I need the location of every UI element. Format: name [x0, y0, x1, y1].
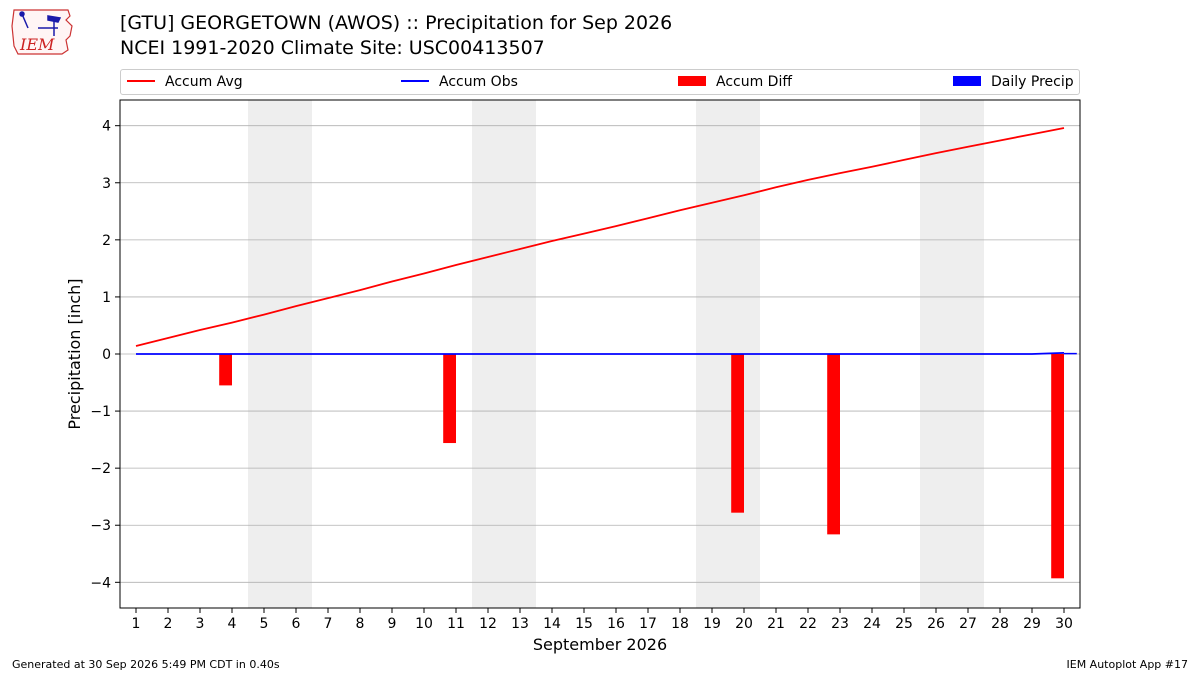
x-tick-label: 19 — [703, 616, 721, 632]
x-tick-label: 24 — [863, 616, 881, 632]
x-tick-label: 9 — [388, 616, 397, 632]
y-tick-label: 1 — [102, 290, 111, 306]
daily-precip-bar — [1064, 352, 1077, 355]
x-tick-label: 13 — [511, 616, 529, 632]
x-axis-label: September 2026 — [533, 635, 667, 654]
legend-swatch-accum-avg — [127, 80, 155, 82]
x-tick-label: 22 — [799, 616, 817, 632]
y-tick-label: 4 — [102, 119, 111, 135]
y-tick-label: −3 — [90, 518, 111, 534]
x-tick-label: 5 — [260, 616, 269, 632]
y-tick-label: −4 — [90, 575, 111, 591]
legend-label-accum-diff: Accum Diff — [716, 74, 793, 90]
x-tick-label: 20 — [735, 616, 753, 632]
legend-label-daily-precip: Daily Precip — [991, 74, 1074, 90]
x-tick-label: 7 — [324, 616, 333, 632]
y-axis-label: Precipitation [inch] — [65, 278, 84, 429]
y-tick-label: −1 — [90, 404, 111, 420]
accum-diff-bar — [219, 354, 232, 386]
y-tick-label: 3 — [102, 176, 111, 192]
x-tick-label: 30 — [1055, 616, 1073, 632]
y-tick-label: −2 — [90, 461, 111, 477]
x-tick-label: 12 — [479, 616, 497, 632]
accum-avg-line — [135, 127, 1065, 347]
legend-swatch-accum-obs — [401, 80, 429, 82]
x-tick-label: 11 — [447, 616, 465, 632]
x-tick-label: 29 — [1023, 616, 1041, 632]
footer-app: IEM Autoplot App #17 — [1066, 658, 1189, 671]
x-tick-label: 17 — [639, 616, 657, 632]
x-tick-label: 3 — [196, 616, 205, 632]
x-tick-label: 28 — [991, 616, 1009, 632]
logo-text: IEM — [19, 35, 55, 54]
x-tick-label: 27 — [959, 616, 977, 632]
y-tick-label: 2 — [102, 233, 111, 249]
y-tick-label: 0 — [102, 347, 111, 363]
legend-swatch-daily-precip — [953, 76, 981, 86]
chart-title: [GTU] GEORGETOWN (AWOS) :: Precipitation… — [120, 12, 673, 34]
x-tick-label: 15 — [575, 616, 593, 632]
footer-generated: Generated at 30 Sep 2026 5:49 PM CDT in … — [12, 658, 280, 671]
legend: Accum Avg Accum Obs Accum Diff Daily Pre… — [120, 69, 1080, 95]
iem-logo: IEM — [11, 9, 73, 55]
weather-station-icon — [19, 11, 62, 36]
x-tick-label: 1 — [132, 616, 141, 632]
x-tick-label: 14 — [543, 616, 561, 632]
x-tick-label: 6 — [292, 616, 301, 632]
x-tick-label: 10 — [415, 616, 433, 632]
accum-diff-bar — [443, 354, 456, 444]
x-tick-label: 25 — [895, 616, 913, 632]
accum-diff-bar — [1051, 354, 1064, 579]
x-tick-label: 8 — [356, 616, 365, 632]
chart-subtitle: NCEI 1991-2020 Climate Site: USC00413507 — [120, 37, 545, 59]
legend-item-accum-diff: Accum Diff — [678, 73, 792, 91]
x-tick-label: 4 — [228, 616, 237, 632]
x-tick-label: 23 — [831, 616, 849, 632]
x-tick-label: 2 — [164, 616, 173, 632]
legend-item-accum-avg: Accum Avg — [127, 73, 243, 91]
legend-label-accum-obs: Accum Obs — [439, 74, 518, 90]
x-tick-label: 26 — [927, 616, 945, 632]
accum-diff-bar — [731, 354, 744, 513]
x-tick-label: 18 — [671, 616, 689, 632]
x-tick-label: 21 — [767, 616, 785, 632]
legend-swatch-accum-diff — [678, 76, 706, 86]
accum-diff-bar — [827, 354, 840, 535]
accum-obs-line — [136, 352, 1065, 355]
legend-item-daily-precip: Daily Precip — [953, 73, 1074, 91]
legend-item-accum-obs: Accum Obs — [401, 73, 518, 91]
legend-label-accum-avg: Accum Avg — [165, 74, 243, 90]
x-tick-label: 16 — [607, 616, 625, 632]
